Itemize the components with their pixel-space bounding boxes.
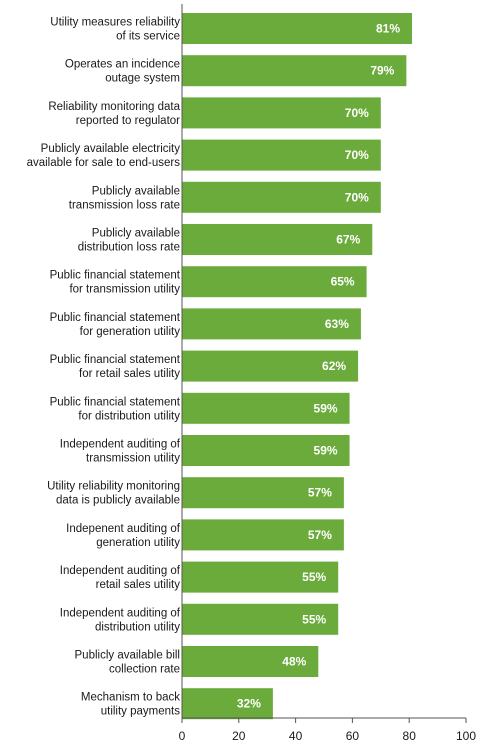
- bar-value-label: 63%: [325, 317, 349, 331]
- bar: [182, 224, 373, 255]
- bar-value-label: 62%: [322, 359, 346, 373]
- bar: [182, 97, 381, 129]
- bar: [182, 181, 381, 213]
- bar-value-label: 65%: [331, 275, 355, 289]
- category-label: Independent auditing of retail sales util…: [60, 565, 181, 591]
- bar-value-label: 32%: [237, 697, 261, 711]
- bar-value-label: 59%: [314, 401, 338, 415]
- bar-value-label: 48%: [282, 655, 306, 669]
- bar: [182, 646, 319, 677]
- category-label: Independent auditing of distribution util…: [60, 607, 181, 633]
- bar: [182, 266, 367, 298]
- bar-value-label: 57%: [308, 528, 332, 542]
- category-label: Utility measures reliability of its servi…: [50, 17, 180, 43]
- category-label: Publicly available bill collection rate: [75, 650, 180, 676]
- bar-value-label: 79%: [370, 64, 394, 78]
- bar-value-label: 59%: [314, 444, 338, 458]
- category-label: Utility reliability monitoring data is pu…: [47, 481, 180, 507]
- x-tick-label: 20: [232, 729, 246, 743]
- bar-value-label: 70%: [345, 190, 369, 204]
- category-labels: Utility measures reliability of its servi…: [27, 17, 181, 718]
- category-label: Publicly available transmission loss rate: [69, 185, 180, 211]
- category-label: Independent auditing of transmission util…: [60, 439, 181, 465]
- x-axis: 0 20 40 60 80 100: [179, 4, 476, 743]
- category-label: Publicly available electricity available …: [27, 143, 181, 169]
- category-label: Operates an incidence outage system: [65, 59, 180, 85]
- category-label: Mechanism to back utility payments: [81, 692, 180, 718]
- bar: [182, 350, 359, 382]
- bar: [182, 308, 361, 340]
- bar: [182, 435, 350, 466]
- bar: [182, 477, 344, 509]
- bar: [182, 603, 339, 635]
- bar-value-label: 70%: [345, 148, 369, 162]
- bar-value-label: 57%: [308, 486, 332, 500]
- x-tick-label: 100: [456, 729, 476, 743]
- bar: [182, 139, 381, 171]
- bars-layer: 81% 79% 70% 70% 70% 67% 65% 63% 62% 59% 59% 57% 57% 5…: [182, 13, 413, 720]
- x-tick-label: 80: [403, 729, 417, 743]
- x-tick-label: 60: [346, 729, 360, 743]
- category-label: Publicly available distribution loss rate: [78, 228, 180, 254]
- category-label: Indepenent auditing of generation utility: [66, 523, 181, 549]
- bar-value-label: 67%: [336, 233, 360, 247]
- bar-value-label: 70%: [345, 106, 369, 120]
- bar: [182, 519, 344, 551]
- bar-value-label: 81%: [376, 22, 400, 36]
- category-label: Public financial statement for transmissi…: [50, 270, 181, 296]
- bar-value-label: 55%: [302, 612, 326, 626]
- category-label: Public financial statement for distributi…: [50, 396, 181, 422]
- category-label: Public financial statement for generation…: [50, 312, 181, 338]
- category-label: Public financial statement for retail sal…: [50, 354, 181, 380]
- x-tick-label: 0: [179, 729, 186, 743]
- bar: [182, 561, 339, 593]
- bar: [182, 392, 350, 424]
- x-tick-label: 40: [289, 729, 303, 743]
- category-label: Reliability monitoring data reported to r…: [48, 101, 180, 127]
- bar-value-label: 55%: [302, 570, 326, 584]
- bar: [182, 13, 413, 44]
- bar: [182, 55, 407, 87]
- bar: [182, 688, 273, 720]
